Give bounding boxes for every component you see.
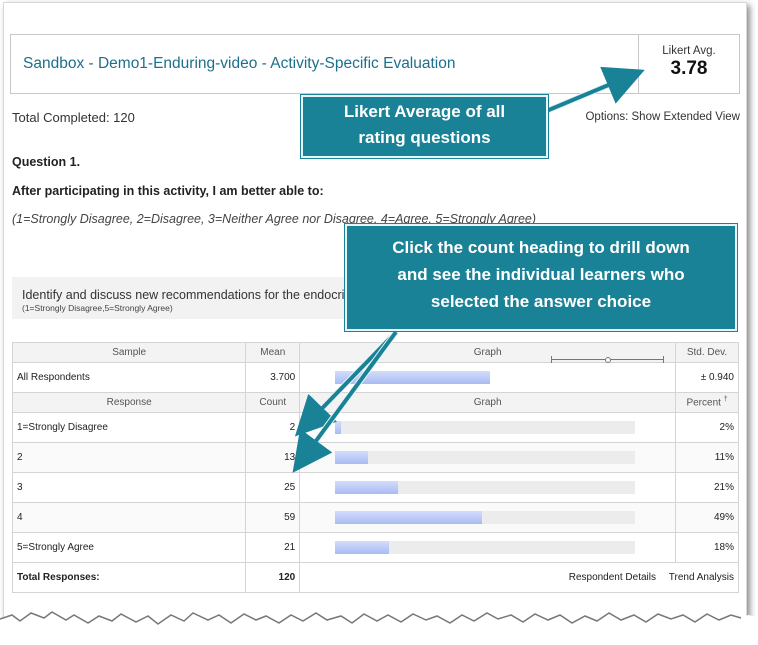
response-percent: 49% [675,502,739,533]
question-text: After participating in this activity, I … [12,184,324,198]
response-bar [335,451,369,464]
response-count[interactable]: 59 [245,502,301,533]
count-header[interactable]: Count [245,392,301,413]
respondent-details-link[interactable]: Respondent Details [568,572,656,583]
response-bar [335,541,390,554]
question-number: Question 1. [12,155,81,169]
response-bar [335,481,399,494]
total-completed: Total Completed: 120 [12,110,135,125]
drill-callout-line-3: selected the answer choice [430,292,652,311]
likert-callout-line-1: Likert Average of all [343,102,506,121]
sample-mean: 3.700 [245,362,301,393]
response-row: 1=Strongly Disagree 2 2% [11,412,739,443]
percent-header: Percent † [675,392,739,413]
options-bar: Options: Show Extended View [585,111,740,123]
response-header: Response [11,392,247,413]
likert-value: 3.78 [670,58,708,79]
show-extended-view-link[interactable]: Show Extended View [631,111,740,123]
question-scale: (1=Strongly Disagree, 2=Disagree, 3=Neit… [12,212,537,226]
response-label: 5=Strongly Agree [11,532,247,563]
response-graph-cell [299,502,677,533]
response-graph-cell [299,532,677,563]
response-graph-cell [299,472,677,503]
response-bar-track [335,421,636,434]
drill-callout-line-1: Click the count heading to drill down [392,238,690,257]
results-table: Sample Mean Graph Std. Dev. All Responde… [11,342,739,593]
sample-header: Sample [11,342,247,363]
options-label: Options: [585,111,629,123]
response-label: 3 [11,472,247,503]
response-row: 5=Strongly Agree 21 18% [11,532,739,563]
response-graph-cell [299,442,677,473]
sample-name: All Respondents [11,362,247,393]
response-bar-track [335,511,636,524]
likert-label: Likert Avg. [662,45,716,57]
response-count[interactable]: 25 [245,472,301,503]
response-percent: 2% [675,412,739,443]
response-bar-track [335,451,636,464]
response-graph-header: Graph [299,392,677,413]
std-dev-whisker [550,356,664,366]
report-title[interactable]: Sandbox - Demo1-Enduring-video - Activit… [23,55,456,72]
response-bar [335,421,342,434]
mean-header: Mean [245,342,301,363]
likert-callout: Likert Average of all rating questions [301,95,548,158]
item-scale: (1=Strongly Disagree,5=Strongly Agree) [22,303,173,313]
sample-std-dev: ± 0.940 [675,362,739,393]
mean-bar [335,371,491,384]
sample-row: All Respondents 3.700 ± 0.940 [11,356,739,393]
response-count[interactable]: 13 [245,442,301,473]
response-bar [335,511,483,524]
torn-edge [0,611,758,645]
std-dev-header: Std. Dev. [675,342,739,363]
total-count: 120 [245,562,301,593]
response-bar-track [335,481,636,494]
drill-callout-line-2: and see the individual learners who [397,265,685,284]
response-percent: 11% [675,442,739,473]
response-label: 2 [11,442,247,473]
response-row: 4 59 49% [11,502,739,533]
mean-graph-cell [299,356,677,393]
total-row: Total Responses: 120 Respondent Details … [11,562,739,593]
likert-callout-line-2: rating questions [358,128,491,147]
likert-average-box: Likert Avg. 3.78 [638,35,739,93]
mean-marker [605,357,612,363]
item-text: Identify and discuss new recommendations… [22,288,359,302]
response-count[interactable]: 2 [245,412,301,443]
footer-links: Respondent Details Trend Analysis [299,562,739,593]
response-bar-track [335,541,636,554]
response-count[interactable]: 21 [245,532,301,563]
response-label: 4 [11,502,247,533]
response-percent: 18% [675,532,739,563]
response-row: 3 25 21% [11,472,739,503]
total-label: Total Responses: [11,562,247,593]
trend-analysis-link[interactable]: Trend Analysis [668,572,734,583]
drill-down-callout: Click the count heading to drill down an… [345,224,737,331]
response-graph-cell [299,412,677,443]
report-header: Sandbox - Demo1-Enduring-video - Activit… [10,34,740,94]
response-label: 1=Strongly Disagree [11,412,247,443]
response-row: 2 13 11% [11,442,739,473]
response-percent: 21% [675,472,739,503]
